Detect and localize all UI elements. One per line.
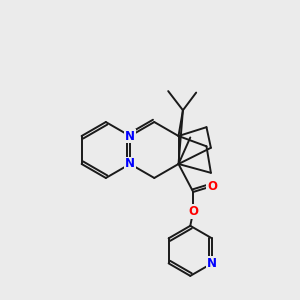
- Text: O: O: [188, 205, 198, 218]
- Text: O: O: [207, 180, 218, 193]
- Text: N: N: [125, 130, 135, 142]
- Text: N: N: [125, 158, 135, 170]
- Text: N: N: [207, 257, 217, 270]
